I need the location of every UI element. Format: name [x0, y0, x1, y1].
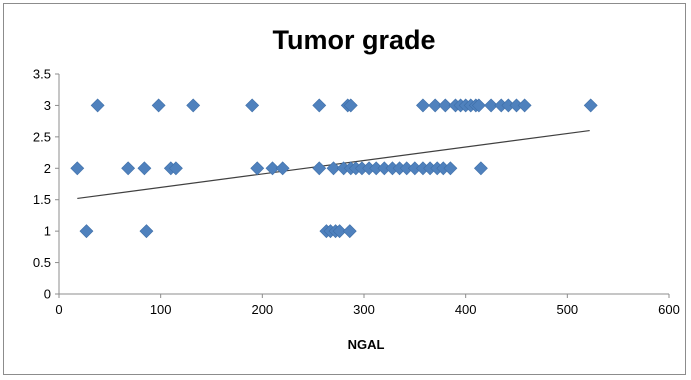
data-point — [517, 98, 532, 113]
data-point — [342, 224, 357, 239]
data-point — [275, 161, 290, 176]
x-tick-label: 400 — [455, 302, 477, 317]
data-point — [312, 161, 327, 176]
scatter-chart: Tumor grade 0 0.5 1 1.5 2 2.5 3 3.5 0 100 200 300 4… — [33, 25, 680, 352]
chart-title: Tumor grade — [272, 25, 435, 55]
data-point — [583, 98, 598, 113]
y-tick-label: 2.5 — [33, 129, 51, 144]
data-point — [484, 98, 499, 113]
x-tick-label: 0 — [55, 302, 62, 317]
y-tick-label: 1 — [44, 224, 51, 239]
data-point — [250, 161, 265, 176]
data-point — [137, 161, 152, 176]
data-point — [438, 98, 453, 113]
x-tick-label: 100 — [150, 302, 172, 317]
data-point — [326, 161, 341, 176]
x-tick-label: 200 — [251, 302, 273, 317]
data-point — [70, 161, 85, 176]
x-tick-label: 600 — [658, 302, 680, 317]
x-tick-label: 300 — [353, 302, 375, 317]
y-tick-label: 0 — [44, 287, 51, 302]
data-point — [443, 161, 458, 176]
y-tick-label: 3 — [44, 98, 51, 113]
data-point — [343, 98, 358, 113]
data-point — [245, 98, 260, 113]
data-point — [139, 224, 154, 239]
x-tick-label: 500 — [556, 302, 578, 317]
data-point — [168, 161, 183, 176]
y-tick-label: 1.5 — [33, 192, 51, 207]
data-point — [121, 161, 136, 176]
data-point — [265, 161, 280, 176]
y-tick-label: 3.5 — [33, 67, 51, 82]
data-point — [151, 98, 166, 113]
x-axis-label: NGAL — [348, 337, 385, 352]
y-tick-label: 0.5 — [33, 255, 51, 270]
data-point — [186, 98, 201, 113]
chart-frame: Tumor grade 0 0.5 1 1.5 2 2.5 3 3.5 0 100 200 300 4… — [3, 3, 686, 375]
data-point — [416, 98, 430, 113]
data-point — [79, 224, 94, 239]
data-point — [428, 98, 443, 113]
data-point — [90, 98, 105, 113]
data-point — [473, 161, 488, 176]
y-tick-label: 2 — [44, 161, 51, 176]
data-point — [471, 98, 486, 113]
data-point — [332, 224, 347, 239]
data-point — [312, 98, 327, 113]
